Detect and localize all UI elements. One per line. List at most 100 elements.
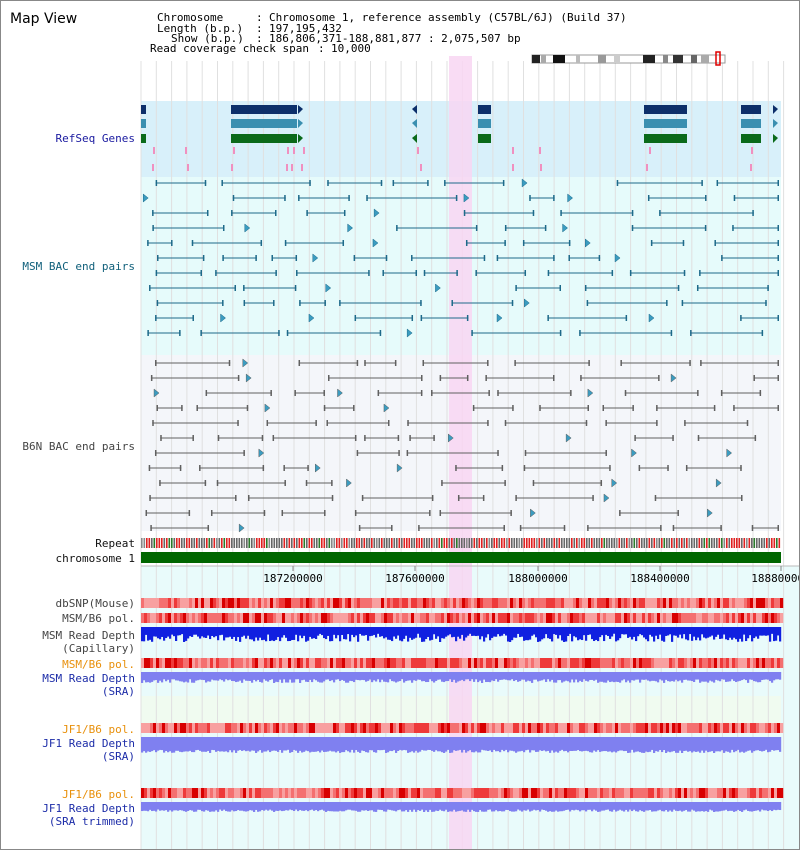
jf1-b6-pol-trim-heat: [348, 788, 352, 798]
b6n-bac-pair-end: [237, 420, 239, 426]
msm-sra-depth: [213, 672, 216, 681]
msm-bac-pair-end: [559, 285, 562, 291]
jf1-trim-depth: [241, 802, 244, 811]
jf1-sra-depth: [355, 737, 358, 751]
jf1-sra-depth: [389, 737, 392, 751]
jf1-b6-pol-heat: [384, 723, 388, 733]
repeat-feature: [508, 538, 511, 548]
msm-bac-pair-end: [465, 240, 468, 246]
msm-sra-depth: [549, 672, 552, 682]
msm-sra-depth: [703, 672, 706, 682]
msm-capillary-depth: [423, 627, 426, 642]
jf1-sra-depth: [681, 737, 684, 753]
msm-b6-pol-sra-heat: [669, 658, 673, 668]
b6n-bac-pair-end: [210, 510, 213, 516]
repeat-feature: [621, 538, 623, 548]
msm-bac-label[interactable]: MSM BAC end pairs: [22, 260, 135, 273]
jf1-b6-pol-trim-heat: [447, 788, 451, 798]
repeat-feature: [623, 538, 626, 548]
msm-sra-depth: [771, 672, 774, 683]
repeat-feature: [523, 538, 526, 548]
msm-capillary-depth: [467, 627, 470, 636]
jf1-b6-pol-heat: [594, 723, 598, 733]
refseq-genes-label[interactable]: RefSeq Genes: [55, 132, 135, 145]
msm-b6-pol-heat: [366, 613, 370, 623]
b6n-bac-pair-end: [407, 420, 409, 426]
msm-sra-depth: [395, 672, 398, 683]
msm-b6-pol-sra-heat: [639, 658, 643, 668]
jf1-trim-depth: [729, 802, 732, 811]
msm-capillary-depth: [701, 627, 704, 635]
dbsnp-heat: [759, 598, 763, 608]
dbsnp-heat: [765, 598, 769, 608]
msm-bac-pair-end: [155, 180, 158, 186]
jf1-trim-depth: [347, 802, 350, 810]
jf1-sra-depth: [275, 737, 278, 751]
b6n-bac-pair-end: [587, 405, 589, 411]
msm-capillary-depth: [619, 627, 622, 639]
jf1-b6-pol-trim-heat: [525, 788, 529, 798]
dbsnp-heat: [270, 598, 274, 608]
repeat-feature: [198, 538, 201, 548]
dbsnp-heat: [597, 598, 601, 608]
jf1-b6-pol-trim-heat: [165, 788, 169, 798]
msm-bac-pair-end: [659, 210, 661, 216]
msm-b6-pol-sra-heat: [183, 658, 187, 668]
jf1-b6-pol-heat: [678, 723, 682, 733]
repeat-feature: [758, 538, 761, 548]
jf1-b6-pol-heat: [222, 723, 226, 733]
b6n-bac-pair-end: [243, 450, 245, 456]
msm-sra-depth: [393, 672, 396, 682]
msm-b6-pol-heat: [447, 613, 451, 623]
msm-sra-depth: [729, 672, 732, 682]
jf1-b6-pol-heat: [255, 723, 259, 733]
jf1-trim-depth: [655, 802, 658, 812]
jf1-trim-depth: [401, 802, 404, 812]
repeat-feature: [671, 538, 673, 548]
msm-sra-depth: [409, 672, 412, 681]
msm-b6-pol-heat: [738, 613, 742, 623]
msm-capillary-depth: [141, 627, 144, 642]
repeat-feature: [516, 538, 518, 548]
jf1-b6-pol-heat: [780, 723, 784, 733]
jf1-b6-pol-heat: [363, 723, 367, 733]
b6n-bac-pair-end: [324, 510, 326, 516]
dbsnp-heat: [252, 598, 256, 608]
msm-bac-pair-end: [222, 225, 225, 231]
jf1-b6-pol-heat: [432, 723, 436, 733]
msm-b6-pol-sra-heat: [198, 658, 202, 668]
b6n-bac-pair-end: [284, 480, 286, 486]
msm-bac-pair-end: [380, 180, 383, 186]
jf1-sra-depth: [297, 737, 300, 753]
b6n-bac-label[interactable]: B6N BAC end pairs: [22, 440, 135, 453]
msm-capillary-depth: [325, 627, 328, 640]
jf1-trim-depth: [725, 802, 728, 810]
msm-b6-pol-sra-heat: [762, 658, 766, 668]
jf1-b6-pol-heat: [573, 723, 577, 733]
msm-capillary-depth: [309, 627, 312, 637]
msm-capillary-depth: [753, 627, 756, 639]
repeat-feature: [421, 538, 423, 548]
repeat-feature: [366, 538, 368, 548]
msm-sra-depth: [447, 672, 450, 682]
msm-sra-depth: [731, 672, 734, 680]
jf1-trim-depth: [709, 802, 712, 810]
msm-b6-pol-heat: [456, 613, 460, 623]
jf1-trim-depth: [261, 802, 264, 811]
jf1-sra-depth: [641, 737, 644, 753]
jf1-sra-depth: [255, 737, 258, 753]
jf1-trim-depth: [539, 802, 542, 812]
msm-b6-pol-sra-heat: [462, 658, 466, 668]
repeat-feature: [463, 538, 466, 548]
msm-sra-depth: [233, 672, 236, 682]
msm-b6-pol-sra-heat: [723, 658, 727, 668]
msm-capillary-depth: [171, 627, 174, 635]
msm-b6-pol-sra-heat: [297, 658, 301, 668]
repeat-feature: [316, 538, 318, 548]
msm-sra-depth: [453, 672, 456, 680]
dbsnp-heat: [735, 598, 739, 608]
jf1-sra-depth: [533, 737, 536, 751]
jf1-b6-pol-trim-heat: [342, 788, 346, 798]
msm-sra-depth: [629, 672, 632, 683]
